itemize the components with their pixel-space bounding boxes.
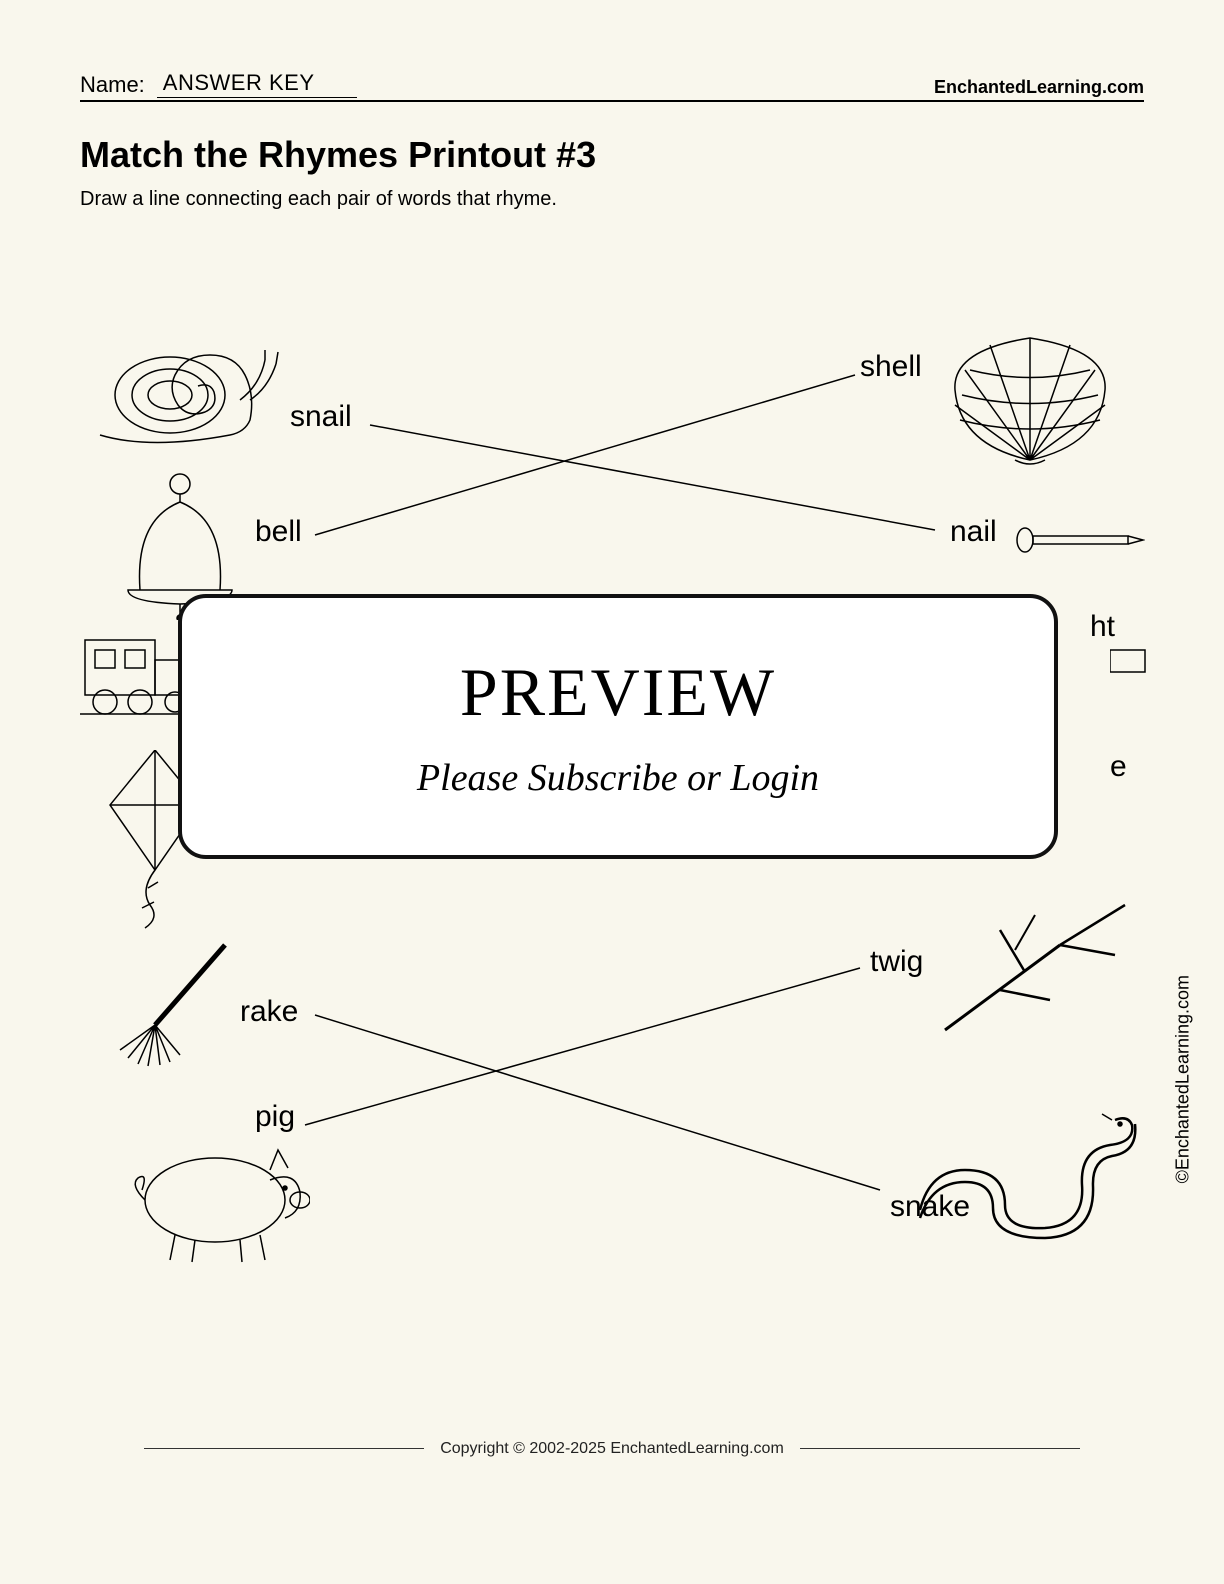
- header-row: Name: ANSWER KEY EnchantedLearning.com: [80, 70, 1144, 102]
- page-title: Match the Rhymes Printout #3: [80, 134, 1144, 176]
- footer-text: Copyright © 2002-2025 EnchantedLearning.…: [440, 1440, 784, 1457]
- word-bell: bell: [255, 515, 302, 549]
- item-snail: [90, 340, 290, 460]
- word-rake: rake: [240, 995, 298, 1029]
- name-label: Name:: [80, 72, 145, 98]
- word-e-suffix: e: [1110, 750, 1127, 784]
- side-copyright: ©EnchantedLearning.com: [1172, 975, 1193, 1183]
- item-shell: [940, 330, 1120, 470]
- item-twig: [940, 900, 1130, 1040]
- pig-icon: [120, 1130, 310, 1270]
- word-light-suffix: ht: [1090, 610, 1115, 644]
- word-shell: shell: [860, 350, 922, 384]
- name-value: ANSWER KEY: [157, 70, 357, 98]
- item-rake: [110, 940, 240, 1070]
- twig-icon: [940, 900, 1130, 1040]
- word-nail: nail: [950, 515, 997, 549]
- shell-icon: [940, 330, 1120, 470]
- instructions: Draw a line connecting each pair of word…: [80, 188, 1144, 211]
- site-name: EnchantedLearning.com: [934, 77, 1144, 98]
- flashlight-icon: [1110, 645, 1150, 685]
- item-pig: [120, 1130, 310, 1270]
- preview-title: PREVIEW: [460, 653, 776, 732]
- rake-icon: [110, 940, 240, 1070]
- item-light: [1110, 645, 1150, 685]
- footer-copyright: Copyright © 2002-2025 EnchantedLearning.…: [0, 1440, 1224, 1458]
- word-snail: snail: [290, 400, 352, 434]
- word-snake: snake: [890, 1190, 970, 1224]
- nail-icon: [1015, 525, 1145, 555]
- preview-overlay: PREVIEW Please Subscribe or Login: [178, 594, 1058, 859]
- item-nail: [1015, 525, 1145, 555]
- preview-subtitle: Please Subscribe or Login: [417, 756, 819, 800]
- worksheet-area: snail shell bell nail: [80, 320, 1144, 1400]
- snail-icon: [90, 340, 290, 460]
- word-pig: pig: [255, 1100, 295, 1134]
- word-twig: twig: [870, 945, 923, 979]
